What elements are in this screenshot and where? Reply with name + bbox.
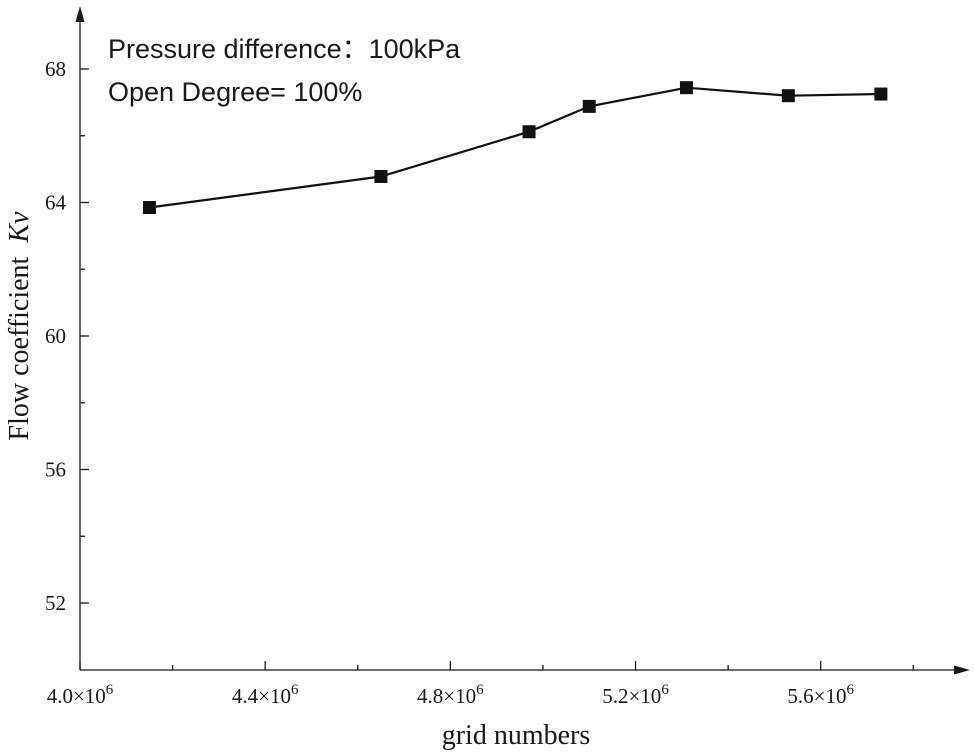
- annotation-pressure: Pressure difference：100kPa: [108, 34, 461, 64]
- y-axis-title-variable: Kv: [4, 211, 35, 244]
- y-tick-label: 56: [45, 458, 66, 482]
- data-point-marker: [582, 99, 596, 113]
- annotation-open-degree: Open Degree= 100%: [108, 77, 362, 107]
- y-tick-label: 52: [45, 591, 66, 615]
- data-point-marker: [874, 87, 888, 101]
- data-point-marker: [679, 81, 693, 95]
- data-point-marker: [374, 169, 388, 183]
- y-axis-title-text: Flow coefficient: [4, 256, 35, 440]
- x-axis-title: grid numbers: [442, 720, 591, 751]
- x-tick-label: 4.4×106: [232, 682, 299, 708]
- tick-labels: 52 56 60 64 68 4.0×106 4.4×106 4.8×106 5.2×106 5.…: [45, 57, 855, 708]
- x-tick-label: 5.6×106: [787, 682, 854, 708]
- axes: [75, 6, 970, 675]
- x-tick-exponent: 6: [106, 682, 114, 698]
- x-tick-exponent: 6: [476, 682, 484, 698]
- y-tick-label: 64: [45, 191, 67, 215]
- y-axis-arrow: [75, 6, 85, 22]
- x-tick-label: 4.8×106: [417, 682, 484, 708]
- x-axis-arrow: [954, 665, 970, 675]
- annotations: Pressure difference：100kPa Open Degree= …: [108, 34, 461, 107]
- x-tick-label: 5.2×106: [602, 682, 669, 708]
- data-point-marker: [522, 125, 536, 139]
- tick-marks: [79, 68, 914, 670]
- series-group: [142, 81, 888, 215]
- y-tick-label: 60: [45, 324, 66, 348]
- y-axis-title: Flow coefficient Kv: [4, 211, 35, 440]
- data-point-marker: [781, 89, 795, 103]
- x-tick-exponent: 6: [291, 682, 299, 698]
- y-tick-label: 68: [45, 57, 66, 81]
- data-point-marker: [142, 201, 156, 215]
- x-tick-exponent: 6: [661, 682, 669, 698]
- x-tick-label: 4.0×106: [47, 682, 114, 708]
- x-tick-exponent: 6: [847, 682, 855, 698]
